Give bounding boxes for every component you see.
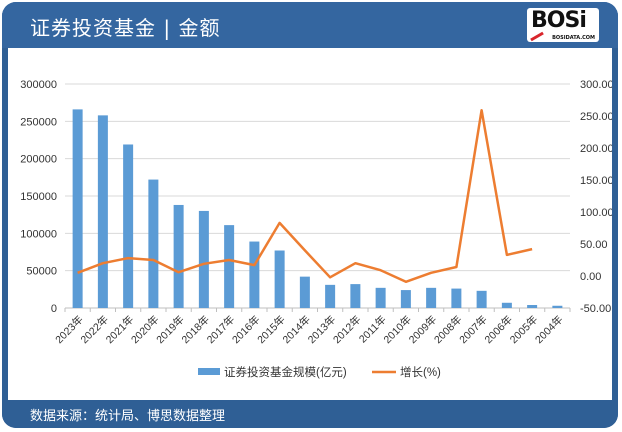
y-left-tick-label: 150000 — [20, 191, 57, 203]
y-left-tick-label: 300000 — [20, 79, 57, 91]
bar — [123, 144, 134, 308]
y-right-tick-label: 250.00 — [580, 111, 612, 123]
header-bar: 证券投资基金 | 金额 BOSi BOSIDATA.COM — [2, 2, 618, 48]
bar — [299, 276, 310, 308]
logo-text: BOSi — [531, 8, 587, 33]
y-left-tick-label: 0 — [51, 303, 57, 315]
y-right-tick-label: 0.00 — [580, 271, 601, 283]
legend-bar-label: 证券投资基金规模(亿元) — [224, 365, 347, 379]
chart-area: 0 50000 100000 150000 200000 250000 300000 -50.… — [8, 48, 614, 400]
y-right-tick-label: 300.00 — [580, 79, 612, 91]
bar — [224, 225, 235, 308]
footer-bar: 数据来源：统计局、博思数据整理 — [2, 400, 618, 428]
bar — [476, 290, 487, 308]
logo-subtext: BOSIDATA.COM — [552, 35, 595, 41]
legend-bar-swatch — [198, 368, 220, 375]
y-right-tick-label: 50.00 — [580, 239, 608, 251]
bar — [350, 284, 361, 308]
bar — [274, 250, 285, 308]
legend-line-label: 增长(%) — [400, 365, 441, 379]
logo-stripe-icon — [530, 31, 544, 42]
data-source: 数据来源：统计局、博思数据整理 — [30, 409, 226, 424]
bar — [148, 179, 159, 308]
bar — [249, 241, 260, 308]
x-category-label: 2004年 — [532, 313, 565, 346]
page-title: 证券投资基金 | 金额 — [30, 16, 221, 40]
y-left-tick-label: 100000 — [20, 228, 57, 240]
bar — [198, 210, 209, 308]
bar — [501, 302, 512, 308]
bosi-logo: BOSi BOSIDATA.COM — [527, 8, 599, 42]
bar — [426, 287, 437, 308]
y-right-tick-label: 100.00 — [580, 207, 612, 219]
bar — [527, 305, 538, 308]
y-left-tick-label: 250000 — [20, 116, 57, 128]
y-left-tick-label: 200000 — [20, 154, 57, 166]
x-category-label: 2012年 — [330, 313, 363, 346]
bar — [97, 115, 108, 308]
y-right-tick-label: 200.00 — [580, 143, 612, 155]
bar — [173, 204, 184, 308]
bar — [375, 287, 386, 308]
bar — [400, 290, 411, 308]
growth-line — [77, 108, 533, 284]
bar — [552, 305, 563, 308]
y-right-tick-label: -50.00 — [580, 303, 611, 315]
combo-chart: 0 50000 100000 150000 200000 250000 300000 -50.… — [20, 79, 613, 379]
bar — [325, 284, 336, 308]
y-right-tick-label: 150.00 — [580, 175, 612, 187]
bar — [451, 288, 462, 308]
bar — [72, 109, 83, 309]
chart-frame: 证券投资基金 | 金额 BOSi BOSIDATA.COM 0 50000 1000… — [2, 2, 618, 428]
y-left-tick-label: 50000 — [26, 266, 57, 278]
